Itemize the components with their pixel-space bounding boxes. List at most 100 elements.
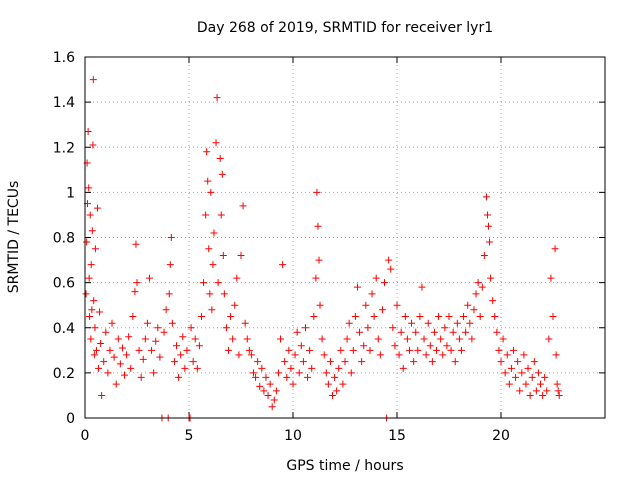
data-point	[555, 391, 563, 399]
data-point	[152, 337, 160, 345]
data-point	[399, 364, 407, 372]
data-point	[189, 358, 197, 366]
data-point	[537, 380, 545, 388]
data-point	[310, 312, 318, 320]
data-point	[530, 358, 538, 366]
data-point	[483, 211, 491, 219]
data-point	[293, 328, 301, 336]
data-point	[433, 346, 441, 354]
data-point	[235, 351, 243, 359]
data-point	[366, 346, 374, 354]
data-point	[256, 382, 264, 390]
data-point	[518, 369, 526, 377]
data-point	[252, 373, 260, 381]
data-point	[222, 324, 230, 332]
data-point	[422, 351, 430, 359]
data-point	[287, 364, 295, 372]
data-point	[285, 346, 293, 354]
x-axis-label: GPS time / hours	[286, 458, 403, 474]
data-point	[135, 346, 143, 354]
y-tick-label: 1.4	[53, 95, 75, 111]
data-point	[368, 290, 376, 298]
data-point	[385, 256, 393, 264]
data-point	[90, 351, 98, 359]
data-point	[279, 261, 287, 269]
data-point	[316, 301, 324, 309]
data-point	[241, 319, 249, 327]
data-point	[89, 141, 97, 149]
data-point	[179, 333, 187, 341]
data-point	[213, 94, 221, 102]
data-point	[552, 351, 560, 359]
data-point	[299, 358, 307, 366]
data-point	[202, 211, 210, 219]
data-point	[82, 290, 90, 298]
grid	[85, 57, 605, 418]
data-point	[393, 301, 401, 309]
data-point	[162, 306, 170, 314]
data-point	[410, 358, 418, 366]
data-point	[466, 319, 474, 327]
data-point	[260, 387, 268, 395]
data-point	[441, 324, 449, 332]
data-point	[485, 222, 493, 230]
data-point	[217, 211, 225, 219]
data-point	[187, 324, 195, 332]
data-point	[88, 306, 96, 314]
data-point	[110, 353, 118, 361]
data-point	[88, 227, 96, 235]
data-point	[274, 369, 282, 377]
data-point	[489, 297, 497, 305]
data-point	[247, 351, 255, 359]
data-point	[360, 342, 368, 350]
data-point	[464, 301, 472, 309]
data-point	[547, 274, 555, 282]
data-point	[358, 358, 366, 366]
data-point	[272, 387, 280, 395]
data-point	[553, 380, 561, 388]
data-point	[114, 335, 122, 343]
data-point	[170, 358, 178, 366]
data-point	[534, 369, 542, 377]
data-point	[143, 319, 151, 327]
data-point	[212, 139, 220, 147]
tick-labels: 0 0.2 0.4 0.6 0.8 1 1.2 1.4 1.6 0 5 10 15 20	[53, 50, 510, 444]
data-point	[112, 380, 120, 388]
data-point	[306, 346, 314, 354]
data-point	[123, 351, 131, 359]
data-point	[108, 319, 116, 327]
data-point	[249, 369, 257, 377]
data-point	[457, 346, 465, 354]
data-point	[424, 319, 432, 327]
data-point	[304, 373, 312, 381]
x-tick-label: 5	[185, 428, 194, 444]
data-point	[460, 312, 468, 320]
data-point	[203, 148, 211, 156]
data-point	[435, 312, 443, 320]
data-point	[339, 380, 347, 388]
data-point	[129, 312, 137, 320]
y-tick-label: 1.6	[53, 50, 75, 66]
data-point	[231, 301, 239, 309]
data-point	[258, 364, 266, 372]
data-point	[295, 369, 303, 377]
data-point	[91, 324, 99, 332]
data-point	[204, 177, 212, 185]
data-point	[200, 279, 208, 287]
data-point	[389, 324, 397, 332]
data-point	[335, 364, 343, 372]
data-point	[168, 319, 176, 327]
data-point	[175, 373, 183, 381]
data-point	[137, 373, 145, 381]
data-point	[516, 387, 524, 395]
data-point	[104, 369, 112, 377]
data-point	[364, 324, 372, 332]
data-point	[349, 346, 357, 354]
data-point	[541, 373, 549, 381]
data-point	[167, 234, 175, 241]
data-point	[405, 346, 413, 354]
data-point	[554, 387, 562, 395]
data-point	[208, 306, 216, 314]
data-point	[324, 380, 332, 388]
data-point	[314, 222, 322, 230]
